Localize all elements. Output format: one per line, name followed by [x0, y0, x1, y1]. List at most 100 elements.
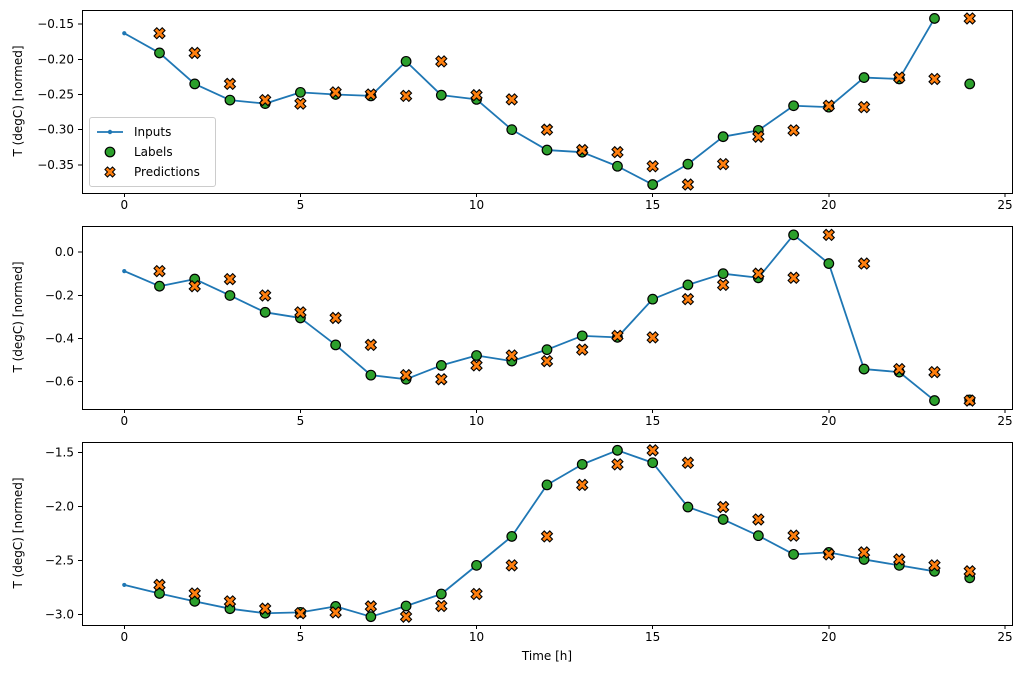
y-tick-label: 0.0	[55, 245, 74, 259]
x-tick-label: 5	[297, 630, 305, 644]
y-tick-label: −0.35	[37, 158, 74, 172]
x-tick-label: 15	[645, 414, 660, 428]
prediction-point	[611, 329, 624, 343]
x-tick-label: 0	[120, 414, 128, 428]
label-point	[612, 160, 623, 172]
y-axis-label-subplot-3: T (degC) [normed]	[11, 477, 25, 589]
prediction-point	[153, 26, 166, 40]
prediction-point	[893, 71, 906, 84]
subplot-3: 0 5 10 15 20 25 −1.5 −2.0 −2.5 −3.0	[45, 442, 1013, 644]
label-point	[682, 501, 694, 513]
label-point	[224, 94, 236, 106]
legend-item-inputs: Inputs	[96, 122, 209, 142]
label-point	[506, 531, 518, 542]
prediction-point	[787, 529, 800, 542]
prediction-point	[575, 143, 589, 157]
subplot-1: 0 5 10 15 20 25 −0.15 −0.20 −0.25 −0.30 −0.35	[37, 10, 1013, 212]
prediction-point	[329, 311, 342, 325]
prediction-point	[470, 359, 483, 372]
y-tick-label: −0.20	[37, 52, 74, 66]
prediction-point	[575, 343, 589, 356]
label-point	[189, 78, 201, 90]
y-axis-label-subplot-1: T (degC) [normed]	[11, 45, 25, 157]
y-tick-label: −1.5	[45, 445, 74, 459]
label-point	[612, 444, 623, 456]
label-point	[154, 47, 165, 59]
prediction-point	[223, 272, 237, 286]
label-point	[259, 306, 271, 318]
label-point	[752, 530, 764, 542]
prediction-point	[752, 130, 765, 143]
inputs-line	[123, 17, 936, 186]
prediction-point	[329, 606, 342, 619]
x-tick-label: 5	[297, 414, 305, 428]
prediction-point	[294, 306, 307, 319]
x-tick-label: 15	[645, 198, 660, 212]
prediction-point	[364, 600, 378, 613]
prediction-point	[329, 86, 342, 99]
inputs-line-dot-icon	[97, 129, 123, 135]
label-point	[400, 55, 412, 67]
x-tick-label: 25	[997, 198, 1012, 212]
label-point	[541, 344, 553, 356]
y-axis: 0.0 −0.2 −0.4 −0.6	[45, 245, 82, 389]
y-tick-label: −3.0	[45, 608, 74, 622]
prediction-point	[646, 331, 659, 344]
prediction-point	[963, 565, 976, 578]
y-tick-label: −0.30	[37, 123, 74, 137]
prediction-point	[857, 546, 871, 559]
label-point	[647, 293, 659, 305]
x-tick-label: 10	[469, 198, 484, 212]
x-tick-label: 25	[997, 630, 1012, 644]
x-axis: 0 5 10 15 20 25	[120, 193, 1013, 212]
prediction-point	[822, 548, 836, 561]
input-point	[122, 269, 127, 274]
y-axis: −1.5 −2.0 −2.5 −3.0	[45, 445, 82, 622]
prediction-point	[716, 278, 730, 292]
label-point	[471, 350, 482, 361]
label-point	[858, 363, 870, 375]
label-point	[682, 279, 694, 291]
prediction-point	[399, 89, 413, 103]
legend-label-inputs: Inputs	[134, 125, 172, 139]
subplot-2: 0 5 10 15 20 25 0.0 −0.2 −0.4 −0.6	[45, 226, 1013, 428]
axes-frame	[82, 226, 1013, 410]
prediction-point	[857, 257, 871, 270]
label-point	[823, 258, 835, 269]
label-point	[541, 479, 553, 491]
y-tick-label: −0.2	[45, 288, 74, 302]
prediction-point	[646, 159, 659, 173]
prediction-point	[752, 513, 765, 526]
x-tick-label: 10	[469, 414, 484, 428]
inputs-line	[123, 233, 936, 402]
label-point	[576, 458, 588, 470]
label-point	[929, 395, 940, 406]
label-point	[541, 144, 553, 156]
prediction-point	[575, 478, 589, 492]
label-point	[717, 514, 729, 525]
prediction-point	[716, 500, 730, 514]
prediction-point	[540, 530, 554, 543]
prediction-point	[787, 124, 800, 137]
y-axis-label-subplot-2: T (degC) [normed]	[11, 261, 25, 373]
prediction-point	[364, 338, 378, 352]
prediction-point	[188, 279, 201, 293]
prediction-point	[893, 362, 906, 376]
label-point	[435, 360, 447, 371]
prediction-point	[399, 368, 413, 382]
prediction-point	[435, 599, 448, 613]
label-point	[647, 457, 659, 469]
x-axis: 0 5 10 15 20 25	[120, 625, 1013, 644]
prediction-point	[435, 372, 448, 386]
prediction-point	[822, 228, 836, 242]
prediction-point	[928, 365, 941, 379]
prediction-point	[716, 157, 730, 171]
prediction-point	[153, 578, 166, 592]
y-tick-label: −0.4	[45, 331, 74, 345]
label-point	[154, 280, 165, 292]
x-tick-label: 20	[821, 630, 836, 644]
prediction-point	[505, 559, 519, 572]
prediction-point	[928, 72, 941, 86]
label-point	[154, 588, 165, 599]
